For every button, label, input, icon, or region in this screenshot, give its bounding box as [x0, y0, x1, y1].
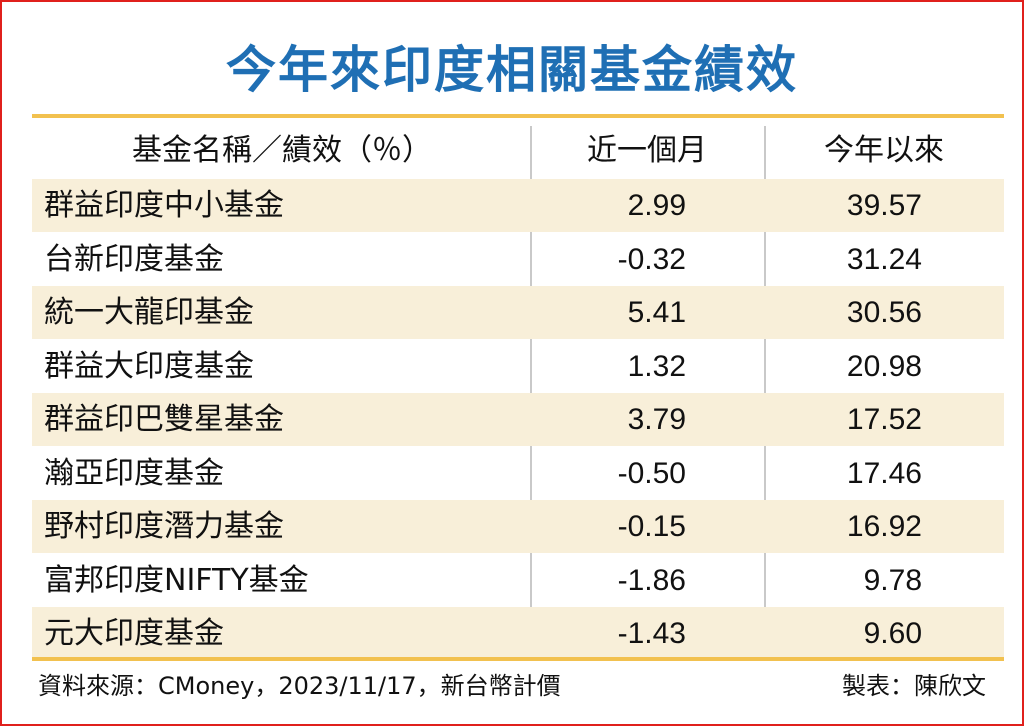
fund-name: 野村印度潛力基金	[44, 509, 284, 544]
fund-name: 台新印度基金	[44, 242, 224, 277]
ytd-value: 30.56	[846, 296, 922, 329]
ytd-value: 9.60	[863, 617, 922, 650]
fund-name: 富邦印度NIFTY基金	[44, 563, 309, 598]
one-month-value: -1.86	[617, 564, 686, 597]
ytd-value: 17.46	[846, 457, 922, 490]
header-fund-name: 基金名稱／績效（％）	[132, 133, 432, 168]
table-row: 群益大印度基金 1.32 20.98	[32, 340, 1004, 393]
one-month-value: 1.32	[627, 350, 686, 383]
column-divider	[764, 126, 766, 657]
one-month-value: -0.32	[617, 243, 686, 276]
fund-name: 瀚亞印度基金	[44, 456, 224, 491]
fund-name: 統一大龍印基金	[44, 295, 254, 330]
ytd-value: 31.24	[846, 243, 922, 276]
ytd-value: 39.57	[846, 189, 922, 222]
table-row: 統一大龍印基金 5.41 30.56	[32, 286, 1004, 339]
table-row: 富邦印度NIFTY基金 -1.86 9.78	[32, 554, 1004, 607]
fund-name: 群益印巴雙星基金	[44, 402, 284, 437]
one-month-value: 2.99	[627, 189, 686, 222]
header-one-month: 近一個月	[587, 133, 707, 168]
table-row: 台新印度基金 -0.32 31.24	[32, 233, 1004, 286]
one-month-value: 5.41	[627, 296, 686, 329]
one-month-value: -0.15	[617, 510, 686, 543]
one-month-value: -1.43	[617, 617, 686, 650]
header-rule	[32, 114, 1004, 118]
source-note: 資料來源：CMoney，2023/11/17，新台幣計價	[38, 672, 561, 700]
fund-name: 群益大印度基金	[44, 349, 254, 384]
table-row: 野村印度潛力基金 -0.15 16.92	[32, 500, 1004, 553]
one-month-value: 3.79	[627, 403, 686, 436]
fund-name: 元大印度基金	[44, 616, 224, 651]
table-header: 基金名稱／績效（％） 近一個月 今年以來	[32, 126, 1004, 176]
ytd-value: 9.78	[863, 564, 922, 597]
header-ytd: 今年以來	[824, 133, 944, 168]
table-row: 群益印度中小基金 2.99 39.57	[32, 179, 1004, 232]
chart-title: 今年來印度相關基金績效	[226, 41, 798, 99]
table-row: 元大印度基金 -1.43 9.60	[32, 607, 1004, 660]
ytd-value: 16.92	[846, 510, 922, 543]
column-divider	[530, 126, 532, 657]
fund-name: 群益印度中小基金	[44, 188, 284, 223]
ytd-value: 17.52	[846, 403, 922, 436]
footer-rule	[32, 657, 1004, 661]
table-row: 群益印巴雙星基金 3.79 17.52	[32, 393, 1004, 446]
author-credit: 製表：陳欣文	[842, 672, 986, 700]
table-row: 瀚亞印度基金 -0.50 17.46	[32, 447, 1004, 500]
one-month-value: -0.50	[617, 457, 686, 490]
ytd-value: 20.98	[846, 350, 922, 383]
